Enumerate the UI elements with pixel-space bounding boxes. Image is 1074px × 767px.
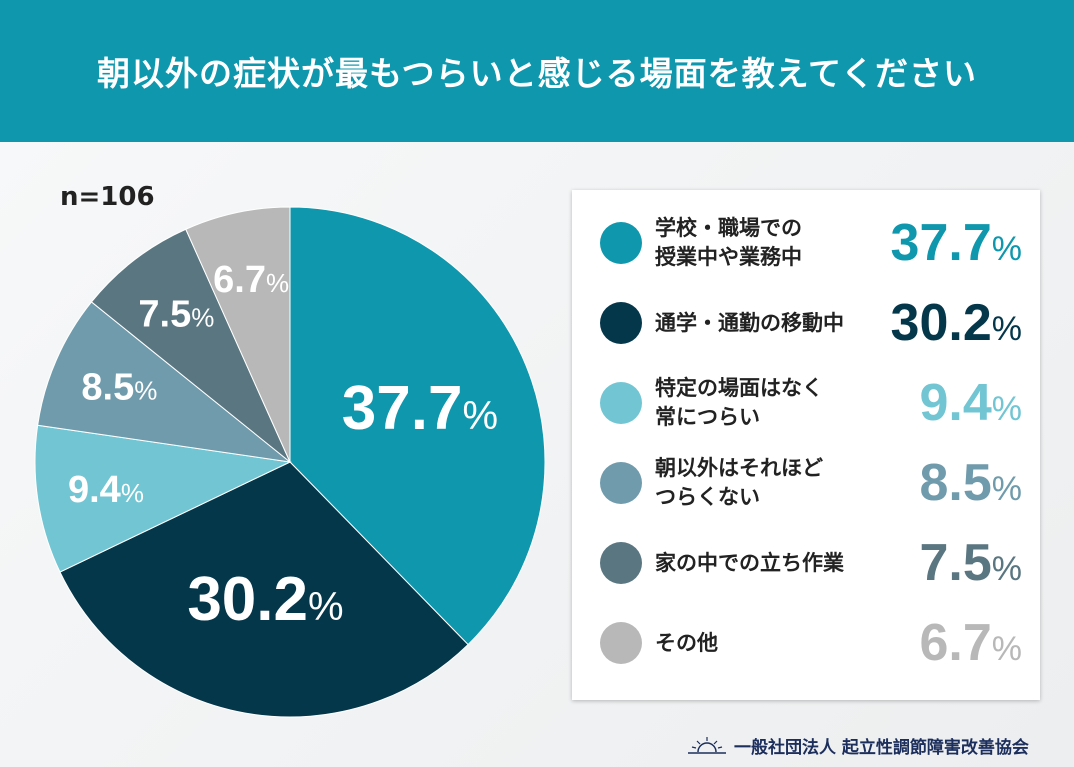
legend-value: 9.4% — [919, 374, 1022, 432]
slice-label: 6.7% — [213, 259, 289, 301]
pie-slice — [289, 206, 546, 646]
legend-value: 7.5% — [919, 534, 1022, 592]
legend-item: 特定の場面はなく 常につらい 9.4% — [572, 368, 1040, 438]
pie-slice — [185, 206, 291, 463]
pie-slice — [37, 301, 292, 463]
legend-swatch — [600, 622, 642, 664]
legend-label: 学校・職場での 授業中や業務中 — [655, 216, 802, 269]
legend-swatch — [600, 222, 642, 264]
footer: 一般社団法人 起立性調節障害改善協会 — [688, 733, 1029, 758]
sample-size: n=106 — [60, 182, 155, 212]
legend-value: 6.7% — [919, 614, 1022, 672]
pie-chart: 37.7% 30.2% 9.4% 8.5% 7.5%6.7% — [34, 206, 546, 718]
legend-swatch — [600, 462, 642, 504]
organization-name: 一般社団法人 起立性調節障害改善協会 — [734, 738, 1029, 758]
legend-item: 朝以外はそれほど つらくない 8.5% — [572, 448, 1040, 518]
legend: 学校・職場での 授業中や業務中 37.7% 通学・通勤の移動中 30.2% 特定の場面は… — [572, 190, 1040, 700]
legend-item: 家の中での立ち作業 7.5% — [572, 528, 1040, 598]
slice-label: 7.5% — [138, 294, 214, 336]
legend-label: 家の中での立ち作業 — [655, 550, 844, 575]
legend-label: その他 — [655, 630, 718, 655]
legend-value: 30.2% — [890, 294, 1022, 352]
slice-label: 37.7% — [342, 374, 498, 443]
pie-slice — [34, 424, 292, 573]
legend-value: 8.5% — [919, 454, 1022, 512]
slice-label: 9.4% — [68, 469, 144, 511]
sunrise-logo-icon — [688, 736, 726, 754]
legend-label: 朝以外はそれほど つらくない — [655, 456, 823, 509]
legend-item: その他 6.7% — [572, 608, 1040, 678]
legend-label: 通学・通勤の移動中 — [655, 310, 844, 335]
legend-swatch — [600, 382, 642, 424]
slice-label: 30.2% — [187, 565, 343, 634]
legend-value: 37.7% — [890, 214, 1022, 272]
legend-swatch — [600, 302, 642, 344]
legend-swatch — [600, 542, 642, 584]
pie-slice — [59, 461, 469, 718]
legend-item: 学校・職場での 授業中や業務中 37.7% — [572, 208, 1040, 278]
legend-label: 特定の場面はなく 常につらい — [655, 376, 823, 429]
legend-item: 通学・通勤の移動中 30.2% — [572, 288, 1040, 358]
page-title: 朝以外の症状が最もつらいと感じる場面を教えてください — [0, 0, 1074, 142]
slice-label: 8.5% — [81, 367, 157, 409]
pie-slice — [90, 228, 291, 463]
